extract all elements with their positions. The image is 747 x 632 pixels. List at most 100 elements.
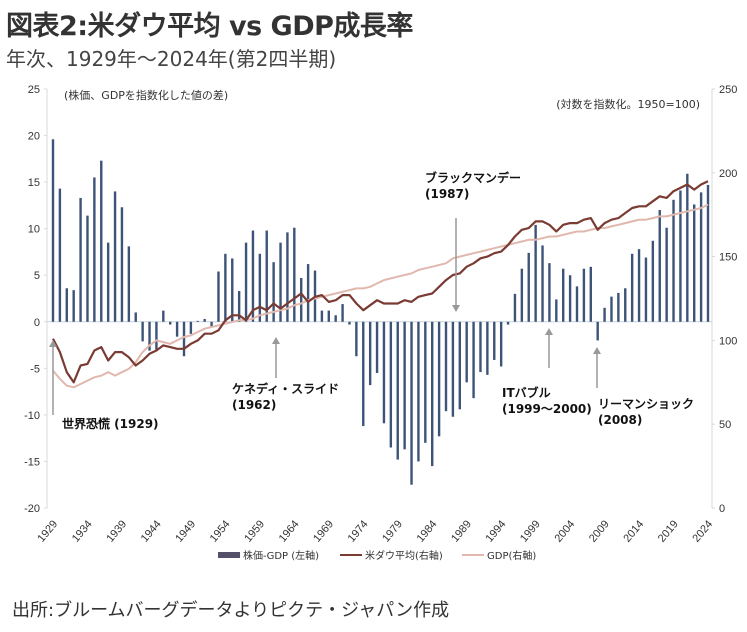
bar-2004: [568, 275, 572, 322]
bar-1949: [189, 321, 193, 334]
line-series: [52, 180, 709, 389]
bar-1976: [375, 321, 379, 373]
right-tick-label: 150: [719, 252, 737, 264]
bar-2015: [644, 257, 648, 322]
bar-1992: [486, 321, 489, 375]
bar-2000: [541, 245, 544, 322]
bar-1951: [203, 318, 206, 322]
bar-1991: [479, 321, 482, 373]
left-tick-label: 25: [28, 84, 40, 96]
legend-label: 米ダウ平均(右軸): [365, 549, 443, 562]
axes: 2520151050-5-10-15-202502001501005001929…: [24, 84, 737, 545]
legend-swatch-bar: [218, 552, 240, 558]
annotation-arrowhead-icon: [593, 347, 601, 354]
bar-1930: [58, 188, 62, 322]
bar-1942: [141, 321, 144, 342]
bar-1964: [293, 227, 296, 322]
bar-2018: [665, 227, 668, 322]
left-tick-label: -20: [24, 503, 40, 515]
bar-1936: [100, 160, 103, 322]
bar-1996: [513, 293, 517, 322]
bar-1977: [382, 321, 386, 424]
x-tick-label: 1934: [70, 518, 95, 544]
x-tick-label: 1999: [518, 518, 543, 544]
gdp-line: [52, 203, 709, 389]
bar-1937: [106, 242, 110, 322]
x-tick-label: 2019: [656, 518, 681, 544]
bar-1956: [237, 291, 241, 322]
bar-1979: [396, 321, 399, 460]
bar-1986: [444, 321, 448, 412]
annotation-label: リーマンショック: [598, 397, 694, 411]
source-note: 出所:ブルームバーグデータよりピクテ・ジャパン作成: [12, 600, 450, 621]
annotation-label: ブラックマンデー: [425, 170, 521, 185]
bar-1971: [341, 304, 344, 322]
bar-1938: [113, 191, 117, 322]
x-tick-label: 1989: [449, 518, 474, 544]
bar-1975: [368, 321, 372, 386]
annotation-year: (1987): [425, 187, 469, 201]
left-axis-note: (株価、GDPを指数化した値の差): [64, 88, 228, 102]
bar-1966: [306, 264, 310, 322]
left-tick-label: 15: [28, 177, 40, 189]
bar-1998: [527, 252, 530, 322]
bar-1953: [217, 271, 220, 322]
bar-2009: [603, 307, 606, 322]
bar-1984: [431, 321, 434, 467]
bar-2022: [693, 204, 696, 322]
bar-2014: [637, 249, 641, 322]
bar-1941: [134, 312, 137, 322]
chart: 2520151050-5-10-15-202502001501005001929…: [24, 84, 737, 562]
bar-2008: [596, 321, 599, 341]
bar-1965: [300, 278, 303, 322]
annotation-year: (1962): [232, 398, 276, 412]
bar-1957: [244, 242, 248, 322]
bar-1952: [210, 321, 213, 328]
annotation-arrowhead-icon: [49, 340, 57, 347]
bar-1929: [51, 139, 55, 322]
x-tick-label: 1974: [346, 518, 371, 544]
bar-1943: [148, 321, 151, 351]
x-tick-label: 2024: [690, 518, 715, 544]
bar-1999: [534, 224, 537, 322]
annotation-year: (1999～2000): [502, 402, 592, 416]
legend-label: 株価-GDP (左軸): [243, 549, 319, 562]
bar-1981: [410, 321, 413, 485]
chart-subtitle: 年次、1929年～2024年(第2四半期): [6, 47, 337, 71]
annotation-year: (2008): [598, 413, 642, 427]
bar-2019: [672, 199, 675, 322]
left-tick-label: -10: [24, 410, 40, 422]
bar-2003: [562, 268, 565, 322]
x-tick-label: 1944: [139, 518, 164, 544]
x-tick-label: 1979: [380, 518, 405, 544]
bar-1958: [251, 230, 255, 322]
bar-2012: [624, 288, 627, 322]
bar-1997: [520, 268, 524, 322]
right-tick-label: 0: [719, 503, 725, 515]
legend: 株価-GDP (左軸) 米ダウ平均(右軸) GDP(右軸): [218, 549, 536, 562]
annotation-label: 世界恐慌 (1929): [62, 416, 159, 431]
bar-2010: [610, 296, 613, 322]
bar-2002: [555, 299, 558, 322]
bar-1974: [362, 321, 365, 427]
bar-1944: [155, 321, 158, 350]
x-tick-label: 1954: [208, 518, 233, 544]
left-tick-label: 0: [34, 317, 40, 329]
bar-1940: [127, 246, 131, 322]
bar-1993: [493, 321, 496, 360]
bar-1954: [224, 253, 227, 322]
x-tick-label: 1964: [277, 518, 302, 544]
bar-1989: [465, 321, 468, 383]
right-tick-label: 50: [719, 419, 731, 431]
annotation-arrowhead-icon: [272, 337, 280, 344]
annotation-arrowhead-icon: [452, 305, 460, 312]
bar-1983: [424, 321, 427, 443]
bar-1987: [451, 321, 455, 417]
bar-1963: [286, 232, 289, 322]
bar-series: [51, 139, 710, 485]
bar-1959: [258, 253, 262, 322]
bar-1960: [265, 230, 268, 322]
bar-2021: [686, 173, 689, 322]
bar-1961: [272, 262, 275, 322]
bar-1980: [403, 321, 406, 450]
